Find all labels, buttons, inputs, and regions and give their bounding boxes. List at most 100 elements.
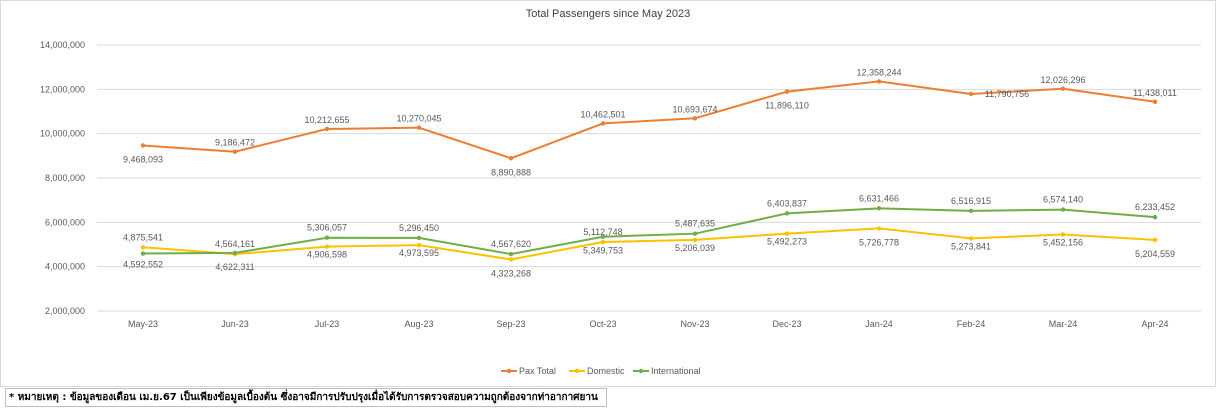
data-label: 10,462,501 xyxy=(580,109,625,119)
data-label: 10,270,045 xyxy=(396,114,441,124)
data-point xyxy=(784,211,790,216)
y-tick-label: 10,000,000 xyxy=(40,129,85,139)
data-point xyxy=(692,231,698,236)
x-tick-label: Jun-23 xyxy=(221,319,249,329)
data-point xyxy=(600,239,606,245)
data-label: 6,403,837 xyxy=(767,198,807,208)
data-point xyxy=(876,79,882,84)
data-label: 5,204,559 xyxy=(1135,249,1175,259)
data-point xyxy=(876,206,882,211)
grid-lines xyxy=(97,44,1201,312)
data-point xyxy=(416,235,422,241)
y-tick-label: 2,000,000 xyxy=(45,306,85,316)
data-label: 8,890,888 xyxy=(491,167,531,177)
data-point xyxy=(416,242,422,248)
data-label: 4,875,541 xyxy=(123,232,163,242)
data-point xyxy=(508,156,514,161)
x-tick-label: Oct-23 xyxy=(589,319,616,329)
data-point xyxy=(1152,99,1158,104)
x-tick-label: May-23 xyxy=(128,319,158,329)
data-label: 4,323,268 xyxy=(491,269,531,279)
x-tick-label: Mar-24 xyxy=(1049,319,1078,329)
series-line-domestic xyxy=(142,227,1156,261)
data-label: 4,973,595 xyxy=(399,248,439,258)
data-point xyxy=(140,245,146,250)
x-tick-label: Jul-23 xyxy=(315,319,340,329)
data-point xyxy=(1060,86,1066,91)
x-tick-label: Dec-23 xyxy=(772,319,801,329)
data-label: 11,896,110 xyxy=(765,101,809,111)
data-point xyxy=(968,208,974,214)
series-line-international xyxy=(142,207,1156,256)
data-point xyxy=(508,251,514,257)
legend-entry: Domestic xyxy=(587,366,625,376)
data-label: 6,631,466 xyxy=(859,193,899,203)
data-label: 5,306,057 xyxy=(307,223,347,233)
data-point xyxy=(508,257,514,262)
x-tick-label: Sep-23 xyxy=(496,319,525,329)
data-point xyxy=(784,231,790,236)
data-label: 4,622,311 xyxy=(215,262,254,272)
data-label: 12,358,244 xyxy=(856,67,901,77)
y-tick-label: 14,000,000 xyxy=(40,40,85,50)
data-label: 9,186,472 xyxy=(215,138,255,148)
data-label: 10,212,655 xyxy=(304,115,349,125)
x-tick-label: Nov-23 xyxy=(680,319,709,329)
x-tick-label: Aug-23 xyxy=(404,319,433,329)
data-label: 5,296,450 xyxy=(399,223,439,233)
data-point xyxy=(968,236,974,241)
data-point xyxy=(324,244,330,249)
legend-entry: Pax Total xyxy=(519,366,556,376)
data-label: 5,487,635 xyxy=(675,219,715,229)
data-label: 5,112,748 xyxy=(583,227,622,237)
legend-entry: International xyxy=(651,366,701,376)
x-axis-ticks: May-23 Jun-23 Jul-23 Aug-23 Sep-23 Oct-23 Nov-… xyxy=(128,319,1169,329)
data-point xyxy=(324,126,330,132)
data-point xyxy=(692,116,698,121)
data-point xyxy=(324,235,330,240)
data-point xyxy=(1060,207,1066,212)
y-tick-label: 8,000,000 xyxy=(45,173,85,183)
data-point xyxy=(232,250,238,256)
series-line-pax-total xyxy=(142,80,1156,160)
legend-marker xyxy=(638,368,644,374)
x-tick-label: Jan-24 xyxy=(865,319,893,329)
data-point xyxy=(140,143,146,148)
data-point xyxy=(784,89,790,94)
data-label: 5,726,778 xyxy=(859,237,899,247)
x-tick-label: Feb-24 xyxy=(957,319,986,329)
data-labels: 9,468,093 9,186,472 10,212,655 10,270,045 8,… xyxy=(123,67,1177,278)
data-label: 5,273,841 xyxy=(951,241,991,251)
data-label: 10,693,674 xyxy=(672,104,717,114)
legend: Pax Total Domestic International xyxy=(501,366,701,376)
data-point xyxy=(692,237,698,243)
data-label: 4,592,552 xyxy=(123,260,163,270)
data-point xyxy=(1060,232,1066,237)
data-label: 4,906,598 xyxy=(307,250,347,260)
x-tick-label: Apr-24 xyxy=(1141,319,1168,329)
data-label: 5,452,156 xyxy=(1043,237,1083,247)
y-tick-label: 12,000,000 xyxy=(40,84,85,94)
data-label: 12,026,296 xyxy=(1040,75,1085,85)
data-point xyxy=(600,121,606,126)
data-label: 11,790,756 xyxy=(985,89,1029,99)
data-label: 4,567,620 xyxy=(491,239,531,249)
y-axis-ticks: 2,000,000 4,000,000 6,000,000 8,000,000 10,0… xyxy=(40,40,85,316)
data-point xyxy=(140,251,146,256)
data-point xyxy=(600,234,606,239)
data-point xyxy=(968,91,974,97)
chart-area: Total Passengers since May 2023 2,000,00… xyxy=(0,0,1216,387)
data-point xyxy=(876,226,882,231)
y-tick-label: 6,000,000 xyxy=(45,217,85,227)
line-chart: 2,000,000 4,000,000 6,000,000 8,000,000 10,0… xyxy=(40,40,1201,376)
data-label: 5,492,273 xyxy=(767,237,807,247)
legend-marker xyxy=(506,368,512,374)
data-label: 6,233,452 xyxy=(1135,202,1175,212)
data-label: 5,206,039 xyxy=(675,243,715,253)
data-point xyxy=(416,125,422,130)
data-point xyxy=(232,149,238,154)
data-label: 9,468,093 xyxy=(123,154,163,164)
data-label: 5,349,753 xyxy=(583,246,623,256)
series-lines xyxy=(140,79,1158,262)
data-point xyxy=(1152,237,1158,243)
